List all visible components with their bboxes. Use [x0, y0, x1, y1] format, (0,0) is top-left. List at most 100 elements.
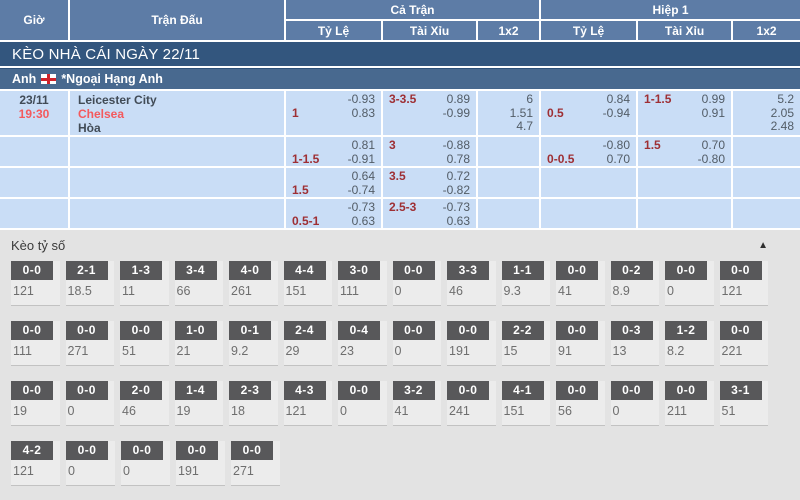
score-tile[interactable]: 4-3 121 — [283, 381, 332, 426]
score-odd-value: 41 — [394, 404, 409, 418]
handicap-line: 1-1.5 — [292, 151, 320, 166]
score-tile[interactable]: 0-0 221 — [719, 321, 768, 366]
odds-row-alt: -0.73 0.5-1 0.63 2.5-3 -0.73 0.63 — [0, 199, 800, 228]
score-tile[interactable]: 3-3 46 — [447, 261, 496, 306]
ft-over-under-cell[interactable]: 3.5 0.72 -0.82 — [383, 168, 476, 197]
ft-handicap-cell[interactable]: -0.93 1 0.83 — [286, 91, 381, 135]
score-tile[interactable]: 0-0 91 — [556, 321, 605, 366]
score-tile[interactable]: 4-2 121 — [11, 441, 60, 486]
score-row-2: 0-0 111 0-0 271 0-0 51 1-0 21 — [11, 321, 768, 366]
score-tile[interactable]: 0-0 191 — [447, 321, 496, 366]
score-tile[interactable]: 0-0 0 — [121, 441, 170, 486]
score-tile[interactable]: 0-0 41 — [556, 261, 605, 306]
score-tile[interactable]: 0-0 191 — [176, 441, 225, 486]
odds-value: 0.64 — [351, 169, 375, 183]
collapse-arrow-icon[interactable]: ▲ — [758, 239, 768, 251]
odds-value: 0.72 — [446, 169, 470, 183]
ft-over-under-cell[interactable]: 3 -0.88 0.78 — [383, 137, 476, 166]
score-badge: 2-2 — [501, 321, 544, 340]
score-tile[interactable]: 0-0 271 — [65, 321, 114, 366]
score-tile[interactable]: 1-2 8.2 — [665, 321, 714, 366]
score-tile[interactable]: 2-3 18 — [229, 381, 278, 426]
odds-value: 0.63 — [351, 213, 375, 228]
ft-handicap-cell[interactable]: -0.73 0.5-1 0.63 — [286, 199, 381, 228]
score-tile[interactable]: 3-1 51 — [719, 381, 768, 426]
score-tile[interactable]: 0-4 23 — [338, 321, 387, 366]
score-badge: 1-4 — [174, 381, 217, 400]
odds-value: -0.80 — [697, 151, 726, 166]
h1-1x2-cell[interactable]: 5.2 2.05 2.48 — [733, 91, 800, 135]
h1-handicap-cell-empty — [541, 199, 637, 228]
score-badge: 3-3 — [447, 261, 489, 280]
score-badge: 0-0 — [120, 321, 162, 340]
score-odd-value: 8.9 — [612, 284, 630, 298]
score-tile[interactable]: 0-0 211 — [665, 381, 714, 426]
score-tile[interactable]: 3-2 41 — [392, 381, 441, 426]
ft-1x2-cell[interactable]: 6 1.51 4.7 — [478, 91, 540, 135]
score-tile[interactable]: 0-0 51 — [120, 321, 169, 366]
score-tile[interactable]: 0-0 19 — [11, 381, 60, 426]
score-tile[interactable]: 0-0 0 — [65, 381, 114, 426]
score-tile[interactable]: 0-1 9.2 — [229, 321, 278, 366]
ft-over-under-cell[interactable]: 2.5-3 -0.73 0.63 — [383, 199, 476, 228]
score-badge: 2-0 — [120, 381, 162, 400]
score-tile[interactable]: 0-0 121 — [719, 261, 768, 306]
score-tile[interactable]: 0-0 271 — [231, 441, 280, 486]
score-tile[interactable]: 2-2 15 — [501, 321, 550, 366]
score-odd-value: 51 — [721, 404, 736, 418]
ft-handicap-cell[interactable]: 0.64 1.5 -0.74 — [286, 168, 381, 197]
score-tile[interactable]: 1-1 9.3 — [501, 261, 550, 306]
odds-value: 0.89 — [446, 92, 470, 106]
score-badge: 0-0 — [610, 381, 653, 400]
score-tile[interactable]: 1-0 21 — [174, 321, 223, 366]
score-tile[interactable]: 0-0 121 — [11, 261, 60, 306]
ft-handicap-cell[interactable]: 0.81 1-1.5 -0.91 — [286, 137, 381, 166]
odds-value: 6 — [526, 92, 534, 106]
handicap-line: 1 — [292, 105, 299, 120]
score-tile[interactable]: 4-1 151 — [501, 381, 550, 426]
score-tile[interactable]: 0-0 0 — [392, 321, 441, 366]
score-tile[interactable]: 0-2 8.9 — [610, 261, 659, 306]
score-odd-value: 19 — [13, 404, 27, 418]
match-cell[interactable]: Leicester City Chelsea Hòa — [70, 91, 284, 135]
score-tile[interactable]: 4-4 151 — [283, 261, 332, 306]
odds-value: -0.88 — [442, 138, 470, 152]
odds-value: 0.70 — [701, 138, 726, 152]
h1-over-under-cell[interactable]: 1.5 0.70 -0.80 — [638, 137, 732, 166]
h1-handicap-cell[interactable]: -0.80 0-0.5 0.70 — [541, 137, 637, 166]
score-tile[interactable]: 0-0 0 — [66, 441, 115, 486]
score-tile[interactable]: 3-4 66 — [174, 261, 223, 306]
score-tile[interactable]: 0-0 111 — [11, 321, 60, 366]
score-tile[interactable]: 0-0 0 — [392, 261, 441, 306]
h1-over-under-cell[interactable]: 1-1.5 0.99 0.91 — [638, 91, 732, 135]
score-odd-value: 121 — [13, 464, 34, 478]
score-odd-value: 0 — [394, 344, 402, 358]
score-tile[interactable]: 2-4 29 — [283, 321, 332, 366]
score-tile[interactable]: 0-0 0 — [338, 381, 387, 426]
odds-value: 0.70 — [606, 151, 631, 166]
score-tile[interactable]: 0-0 241 — [447, 381, 496, 426]
score-tile[interactable]: 0-0 0 — [665, 261, 714, 306]
total-line: 3 — [389, 138, 396, 152]
score-badge: 0-0 — [556, 381, 598, 400]
score-tile[interactable]: 0-3 13 — [610, 321, 659, 366]
score-tile[interactable]: 2-0 46 — [120, 381, 169, 426]
score-tile[interactable]: 1-4 19 — [174, 381, 223, 426]
away-team: Chelsea — [78, 107, 125, 121]
score-odd-value: 8.2 — [667, 344, 685, 358]
score-badge: 0-0 — [719, 321, 762, 340]
ft-over-under-cell[interactable]: 3-3.5 0.89 -0.99 — [383, 91, 476, 135]
score-tile[interactable]: 4-0 261 — [229, 261, 278, 306]
score-odd-value: 151 — [503, 404, 525, 418]
score-tile[interactable]: 0-0 56 — [556, 381, 605, 426]
score-tile[interactable]: 1-3 11 — [120, 261, 169, 306]
score-tile[interactable]: 0-0 0 — [610, 381, 659, 426]
column-group-full-time: Cả Trận — [286, 0, 540, 19]
score-tile[interactable]: 2-1 18.5 — [65, 261, 114, 306]
score-tile[interactable]: 3-0 111 — [338, 261, 387, 306]
h1-1x2-cell-empty — [733, 168, 800, 197]
score-odd-value: 271 — [233, 464, 254, 478]
h1-handicap-cell[interactable]: 0.84 0.5 -0.94 — [541, 91, 637, 135]
score-badge: 0-0 — [665, 261, 707, 280]
